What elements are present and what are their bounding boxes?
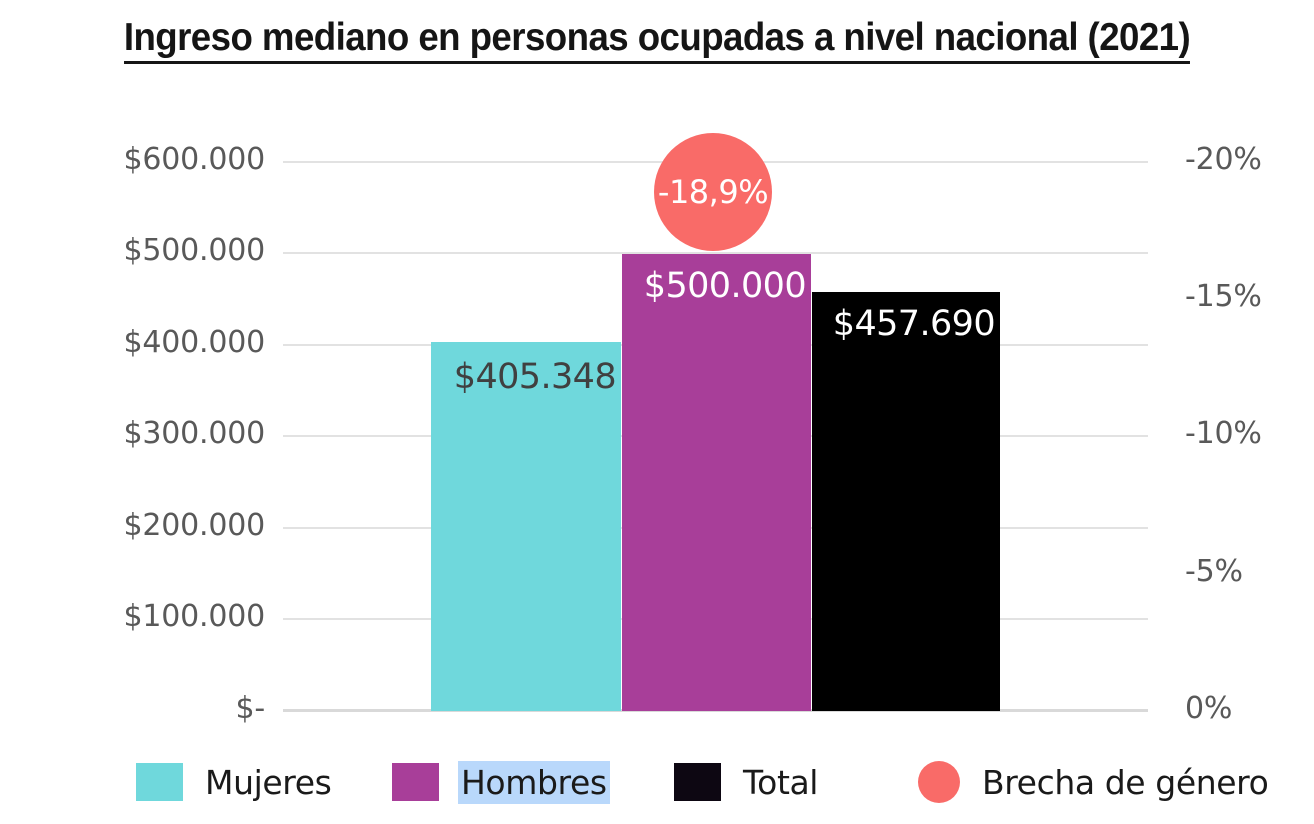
bar-mujeres[interactable] (431, 342, 621, 711)
y-axis-tick-left-0: $- (235, 691, 265, 726)
y-axis-tick-right-minus5: -5% (1185, 554, 1243, 589)
legend-label-mujeres: Mujeres (205, 762, 332, 802)
bar-hombres[interactable] (622, 254, 811, 711)
gridline-500000 (283, 252, 1148, 254)
y-axis-tick-right-0: 0% (1185, 691, 1233, 726)
y-axis-tick-left-100000: $100.000 (123, 599, 265, 634)
legend-swatch-circle-icon-brecha (918, 761, 960, 803)
y-axis-tick-left-400000: $400.000 (123, 325, 265, 360)
legend-item-total[interactable]: Total (674, 757, 818, 807)
bar-label-hombres: $500.000 (643, 266, 807, 306)
bar-label-total: $457.690 (832, 304, 996, 344)
legend-item-mujeres[interactable]: Mujeres (136, 757, 332, 807)
y-axis-tick-left-500000: $500.000 (123, 233, 265, 268)
legend-label-hombres: Hombres (458, 760, 610, 804)
legend-swatch-square-icon-total (674, 763, 721, 801)
page-title: Ingreso mediano en personas ocupadas a n… (39, 16, 1274, 64)
gender-gap-bubble-label: -18,9% (657, 173, 769, 211)
gender-gap-bubble[interactable]: -18,9% (654, 133, 772, 251)
legend-swatch-square-icon-hombres (392, 763, 439, 801)
y-axis-tick-right-minus10: -10% (1185, 416, 1262, 451)
legend-label-total: Total (743, 762, 819, 802)
legend-label-brecha-de-genero: Brecha de género (982, 762, 1269, 802)
y-axis-tick-left-300000: $300.000 (123, 416, 265, 451)
bar-label-mujeres: $405.348 (453, 357, 617, 397)
chart-title-text: Ingreso mediano en personas ocupadas a n… (123, 16, 1191, 64)
y-axis-tick-left-600000: $600.000 (123, 142, 265, 177)
legend-item-hombres[interactable]: Hombres (392, 757, 610, 807)
y-axis-tick-right-minus15: -15% (1185, 279, 1262, 314)
y-axis-tick-left-200000: $200.000 (123, 508, 265, 543)
chart-legend: Mujeres Hombres Total Brecha de género (0, 757, 1314, 817)
legend-item-brecha-de-genero[interactable]: Brecha de género (918, 757, 1269, 807)
legend-swatch-square-icon-mujeres (136, 763, 183, 801)
bar-total[interactable] (812, 292, 1000, 711)
y-axis-tick-right-minus20: -20% (1185, 142, 1262, 177)
